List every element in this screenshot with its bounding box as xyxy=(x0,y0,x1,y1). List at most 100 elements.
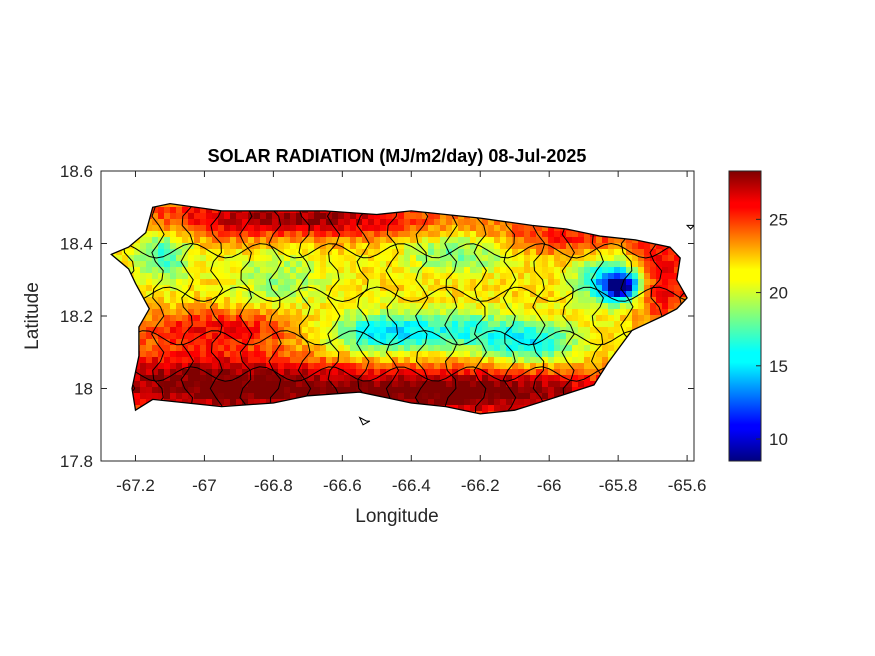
heat-cell xyxy=(458,387,465,394)
heat-cell xyxy=(374,369,381,376)
heat-cell xyxy=(608,303,615,310)
heat-cell xyxy=(536,231,543,238)
x-tick-label: -66.2 xyxy=(461,476,500,495)
heat-cell xyxy=(566,339,573,346)
heat-cell xyxy=(572,339,579,346)
heat-cell xyxy=(236,363,243,370)
heat-cell xyxy=(368,345,375,352)
heat-cell xyxy=(464,327,471,334)
heat-cell xyxy=(392,285,399,292)
heat-cell xyxy=(446,267,453,274)
heat-cell xyxy=(176,381,183,388)
heat-cell xyxy=(548,321,555,328)
heat-cell xyxy=(596,339,603,346)
heat-cell xyxy=(518,285,525,292)
heat-cell xyxy=(440,267,447,274)
heat-cell xyxy=(122,255,129,262)
heat-cell xyxy=(434,261,441,268)
heat-cell xyxy=(410,381,417,388)
heat-cell xyxy=(470,243,477,250)
heat-cell xyxy=(440,261,447,268)
heat-cell xyxy=(236,303,243,310)
heat-cell xyxy=(332,357,339,364)
heat-cell xyxy=(332,213,339,220)
heat-cell xyxy=(620,321,627,328)
heat-cell xyxy=(644,273,651,280)
heat-cell xyxy=(212,369,219,376)
heat-cell xyxy=(182,261,189,268)
heat-cell xyxy=(410,261,417,268)
heat-cell xyxy=(224,345,231,352)
municipality-boundary xyxy=(414,203,429,414)
heat-cell xyxy=(194,381,201,388)
heat-cell xyxy=(500,279,507,286)
heat-cell xyxy=(206,231,213,238)
heat-cell xyxy=(158,333,165,340)
heat-cell xyxy=(182,321,189,328)
heat-cell xyxy=(248,315,255,322)
heat-cell xyxy=(404,285,411,292)
municipality-boundary xyxy=(326,203,341,414)
heat-cell xyxy=(638,297,645,304)
heat-cell xyxy=(170,219,177,226)
heat-cell xyxy=(272,231,279,238)
heat-cell xyxy=(212,279,219,286)
heat-cell xyxy=(212,399,219,406)
heat-cell xyxy=(158,237,165,244)
heat-cell xyxy=(464,237,471,244)
heat-cell xyxy=(656,291,663,298)
heat-cell xyxy=(668,303,675,310)
heat-cell xyxy=(200,291,207,298)
heat-cell xyxy=(470,321,477,328)
heat-cell xyxy=(368,261,375,268)
heat-cell xyxy=(464,369,471,376)
heat-cell xyxy=(254,219,261,226)
heat-cell xyxy=(344,291,351,298)
heat-cell xyxy=(374,315,381,322)
heat-cell xyxy=(662,303,669,310)
heat-cell xyxy=(398,375,405,382)
heat-cell xyxy=(506,243,513,250)
heat-cell xyxy=(308,225,315,232)
heat-cell xyxy=(230,291,237,298)
x-axis-ticks: -67.2 -67 -66.8 -66.6 -66.4 -66.2 -66 -65.8 -65.… xyxy=(116,171,706,495)
heat-cell xyxy=(290,345,297,352)
heat-cell xyxy=(158,321,165,328)
heat-cell xyxy=(566,363,573,370)
heat-cell xyxy=(194,291,201,298)
heat-cell xyxy=(494,327,501,334)
heat-cell xyxy=(338,231,345,238)
heat-cell xyxy=(626,279,633,286)
heat-cell xyxy=(428,237,435,244)
heat-cell xyxy=(296,219,303,226)
heat-cell xyxy=(308,267,315,274)
heat-cell xyxy=(260,369,267,376)
heat-cell xyxy=(356,213,363,220)
heat-cell xyxy=(464,255,471,262)
heat-cell xyxy=(200,375,207,382)
heat-cell xyxy=(458,381,465,388)
heat-cell xyxy=(296,255,303,262)
heat-cell xyxy=(176,357,183,364)
heat-cell xyxy=(554,267,561,274)
heat-cell xyxy=(632,261,639,268)
heat-cell xyxy=(356,327,363,334)
heat-cell xyxy=(386,339,393,346)
heat-cell xyxy=(236,273,243,280)
heat-cell xyxy=(164,345,171,352)
heat-cell xyxy=(524,237,531,244)
heat-cell xyxy=(572,243,579,250)
heat-cell xyxy=(248,219,255,226)
heat-cell xyxy=(470,387,477,394)
heat-cell xyxy=(452,237,459,244)
heat-cell xyxy=(428,273,435,280)
heat-cell xyxy=(260,351,267,358)
heat-cell xyxy=(422,357,429,364)
heat-cell xyxy=(458,345,465,352)
heat-cell xyxy=(524,375,531,382)
heat-cell xyxy=(326,225,333,232)
heat-cell xyxy=(194,213,201,220)
heat-cell xyxy=(356,351,363,358)
heat-cell xyxy=(170,351,177,358)
heat-cell xyxy=(650,249,657,256)
